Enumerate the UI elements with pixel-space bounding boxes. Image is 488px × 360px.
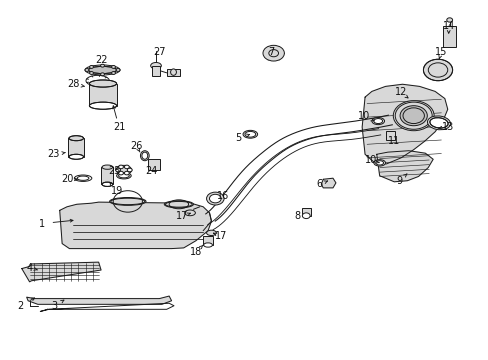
Text: 27: 27	[153, 47, 165, 57]
Ellipse shape	[164, 201, 193, 208]
Polygon shape	[60, 202, 211, 249]
Polygon shape	[27, 296, 171, 304]
Circle shape	[116, 168, 120, 172]
Bar	[89, 84, 117, 106]
Bar	[152, 66, 160, 76]
Ellipse shape	[427, 116, 449, 130]
Text: 20: 20	[61, 174, 73, 184]
Text: 10: 10	[364, 156, 376, 165]
Ellipse shape	[116, 165, 131, 175]
Ellipse shape	[373, 159, 385, 166]
Polygon shape	[362, 84, 447, 164]
Ellipse shape	[109, 198, 146, 205]
Text: 26: 26	[130, 141, 142, 151]
Ellipse shape	[150, 63, 161, 69]
Bar	[386, 131, 394, 140]
Text: 2: 2	[18, 301, 24, 311]
Circle shape	[116, 68, 120, 71]
Ellipse shape	[243, 130, 257, 138]
Circle shape	[209, 194, 221, 203]
Ellipse shape	[88, 66, 116, 73]
Ellipse shape	[69, 136, 83, 141]
Text: 10: 10	[357, 111, 369, 121]
Ellipse shape	[142, 152, 147, 159]
Circle shape	[101, 73, 104, 76]
Bar	[301, 208, 310, 216]
Bar	[68, 138, 84, 157]
Text: 13: 13	[441, 122, 453, 132]
Circle shape	[127, 168, 132, 172]
Ellipse shape	[170, 69, 176, 75]
Ellipse shape	[429, 118, 447, 128]
Ellipse shape	[206, 230, 216, 235]
Text: 16: 16	[216, 191, 228, 201]
Text: 4: 4	[26, 262, 33, 273]
Ellipse shape	[102, 165, 113, 169]
Ellipse shape	[184, 210, 195, 216]
Ellipse shape	[244, 131, 255, 137]
Text: 17: 17	[215, 231, 227, 242]
Circle shape	[118, 171, 123, 175]
Circle shape	[89, 66, 93, 68]
Circle shape	[89, 72, 93, 75]
Polygon shape	[22, 262, 101, 282]
Circle shape	[111, 72, 115, 75]
Bar	[101, 167, 113, 184]
Circle shape	[302, 213, 309, 219]
Text: 25: 25	[108, 166, 120, 176]
Polygon shape	[376, 151, 432, 182]
Ellipse shape	[371, 117, 384, 125]
Circle shape	[399, 106, 427, 126]
Circle shape	[423, 59, 452, 81]
Circle shape	[124, 165, 129, 169]
Ellipse shape	[89, 80, 116, 87]
Text: 6: 6	[316, 179, 322, 189]
Text: 12: 12	[394, 87, 407, 98]
Text: 22: 22	[95, 55, 107, 65]
Ellipse shape	[69, 154, 83, 159]
Text: 15: 15	[434, 47, 447, 57]
Text: 11: 11	[387, 136, 400, 147]
Ellipse shape	[373, 118, 382, 123]
Text: 7: 7	[267, 47, 274, 57]
Bar	[148, 158, 160, 170]
Text: 5: 5	[235, 133, 241, 143]
Circle shape	[118, 165, 123, 169]
Circle shape	[85, 68, 89, 71]
Ellipse shape	[203, 243, 212, 247]
Bar	[203, 236, 212, 245]
Circle shape	[101, 64, 104, 67]
Text: 1: 1	[39, 219, 45, 229]
Text: 17: 17	[176, 211, 188, 221]
Ellipse shape	[118, 174, 129, 178]
Text: 3: 3	[52, 301, 58, 311]
Text: 28: 28	[67, 79, 80, 89]
Circle shape	[124, 171, 129, 175]
Text: 21: 21	[113, 122, 125, 132]
Ellipse shape	[116, 172, 131, 179]
Circle shape	[111, 66, 115, 68]
Circle shape	[206, 192, 224, 205]
Text: 24: 24	[144, 166, 157, 176]
Ellipse shape	[375, 161, 383, 165]
Circle shape	[263, 45, 284, 61]
Text: 23: 23	[48, 149, 60, 159]
Ellipse shape	[102, 182, 113, 186]
Ellipse shape	[85, 65, 120, 75]
Bar	[442, 26, 456, 47]
Polygon shape	[321, 178, 335, 188]
Circle shape	[392, 101, 433, 131]
Text: 9: 9	[395, 176, 401, 186]
Text: 14: 14	[442, 21, 454, 31]
Ellipse shape	[140, 151, 149, 161]
Ellipse shape	[89, 102, 116, 109]
Circle shape	[446, 18, 452, 22]
Bar	[166, 68, 180, 76]
Text: 18: 18	[189, 247, 202, 257]
Text: 8: 8	[293, 211, 300, 221]
Text: 19: 19	[111, 186, 123, 197]
